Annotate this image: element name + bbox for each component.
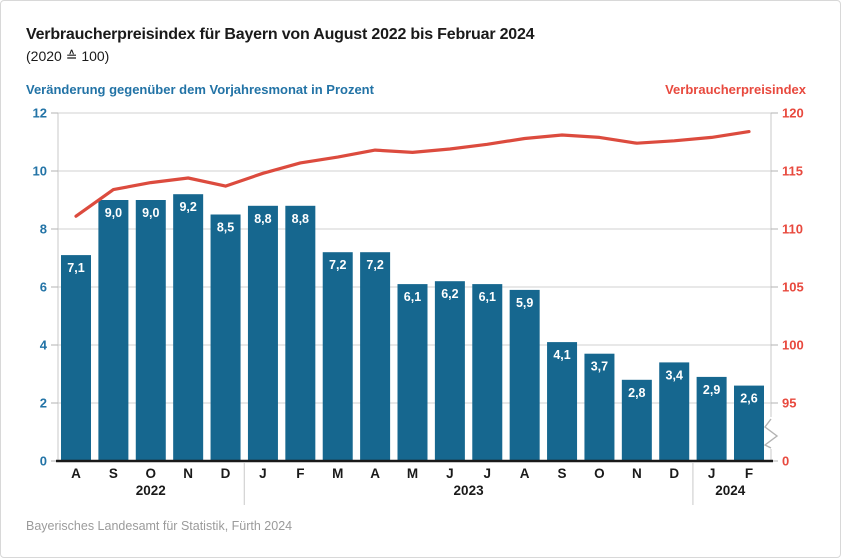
bar-value-label: 2,6 bbox=[740, 392, 757, 406]
bar-value-label: 4,1 bbox=[553, 348, 570, 362]
right-axis-tick-label: 100 bbox=[782, 338, 804, 353]
bar bbox=[472, 284, 503, 461]
right-axis-tick-label: 105 bbox=[782, 280, 804, 295]
left-axis-tick-label: 2 bbox=[40, 396, 47, 411]
right-axis-tick-label: 120 bbox=[782, 106, 804, 121]
left-axis-tick-label: 4 bbox=[40, 338, 48, 353]
bar-value-label: 6,2 bbox=[441, 287, 458, 301]
bar bbox=[135, 200, 166, 461]
bar-value-label: 9,2 bbox=[179, 200, 196, 214]
month-label: F bbox=[296, 466, 304, 481]
month-label: S bbox=[109, 466, 118, 481]
month-label: O bbox=[594, 466, 605, 481]
bar-value-label: 6,1 bbox=[479, 290, 496, 304]
left-axis-tick-label: 8 bbox=[40, 222, 47, 237]
bar-value-label: 8,8 bbox=[292, 212, 309, 226]
left-axis-tick-label: 10 bbox=[33, 164, 47, 179]
bar-line-chart: 12 10 8 6 4 2 0 120 115 110 105 100 95 0 7,1 9,0 9,0 9,2 8… bbox=[33, 106, 804, 505]
bar-value-label: 5,9 bbox=[516, 296, 533, 310]
right-axis-zero-label: 0 bbox=[782, 454, 789, 469]
bar-value-label: 7,2 bbox=[366, 258, 383, 272]
month-label: S bbox=[558, 466, 567, 481]
month-label: J bbox=[259, 466, 267, 481]
bar-value-label: 6,1 bbox=[404, 290, 421, 304]
page-title: Verbraucherpreisindex für Bayern von Aug… bbox=[26, 26, 535, 43]
bar-value-label: 9,0 bbox=[105, 206, 122, 220]
index-line bbox=[74, 130, 751, 218]
bar-value-label: 7,2 bbox=[329, 258, 346, 272]
bar bbox=[285, 205, 316, 461]
bar bbox=[247, 205, 278, 461]
bar-value-label: 2,8 bbox=[628, 386, 645, 400]
bar bbox=[397, 284, 428, 461]
bar bbox=[696, 376, 727, 461]
bar-value-label: 8,8 bbox=[254, 212, 271, 226]
left-axis-tick-label: 0 bbox=[40, 454, 47, 469]
month-label: A bbox=[71, 466, 81, 481]
bar bbox=[173, 194, 204, 461]
bar bbox=[584, 353, 615, 461]
bar-value-label: 9,0 bbox=[142, 206, 159, 220]
bar-value-label: 7,1 bbox=[67, 261, 84, 275]
bar-value-label: 2,9 bbox=[703, 383, 720, 397]
month-label: F bbox=[745, 466, 753, 481]
bar bbox=[322, 252, 353, 461]
bar bbox=[434, 281, 465, 461]
month-label: M bbox=[332, 466, 343, 481]
bar-value-label: 3,4 bbox=[666, 368, 683, 382]
month-label: A bbox=[370, 466, 380, 481]
left-axis-tick-label: 6 bbox=[40, 280, 47, 295]
month-label: O bbox=[146, 466, 157, 481]
month-label: N bbox=[183, 466, 193, 481]
page-subtitle: (2020 ≙ 100) bbox=[26, 48, 110, 64]
left-axis-tick-label: 12 bbox=[33, 106, 47, 121]
right-axis-title: Verbraucherpreisindex bbox=[665, 82, 806, 97]
year-label: 2024 bbox=[715, 483, 746, 498]
bar bbox=[509, 289, 540, 461]
bar bbox=[547, 342, 578, 461]
year-label: 2022 bbox=[136, 483, 166, 498]
bar bbox=[734, 385, 764, 461]
right-axis-tick-label: 115 bbox=[782, 164, 803, 179]
bar-value-label: 3,7 bbox=[591, 360, 608, 374]
month-label: D bbox=[221, 466, 231, 481]
bar-value-label: 8,5 bbox=[217, 221, 234, 235]
bar bbox=[98, 200, 129, 461]
bar bbox=[659, 362, 690, 461]
bar bbox=[61, 255, 91, 461]
source-note: Bayerisches Landesamt für Statistik, Für… bbox=[26, 519, 293, 533]
right-axis-tick-label: 110 bbox=[782, 222, 803, 237]
year-label: 2023 bbox=[454, 483, 485, 498]
month-label: A bbox=[520, 466, 530, 481]
month-label: J bbox=[446, 466, 454, 481]
right-axis-tick-label: 95 bbox=[782, 396, 796, 411]
month-label: J bbox=[708, 466, 716, 481]
month-label: M bbox=[407, 466, 418, 481]
month-label: D bbox=[669, 466, 679, 481]
bar bbox=[621, 379, 652, 461]
month-label: J bbox=[484, 466, 492, 481]
left-axis-title: Veränderung gegenüber dem Vorjahresmonat… bbox=[26, 82, 374, 97]
axis-break-icon bbox=[763, 418, 779, 449]
bar bbox=[360, 252, 391, 461]
bar bbox=[210, 214, 241, 461]
month-label: N bbox=[632, 466, 642, 481]
